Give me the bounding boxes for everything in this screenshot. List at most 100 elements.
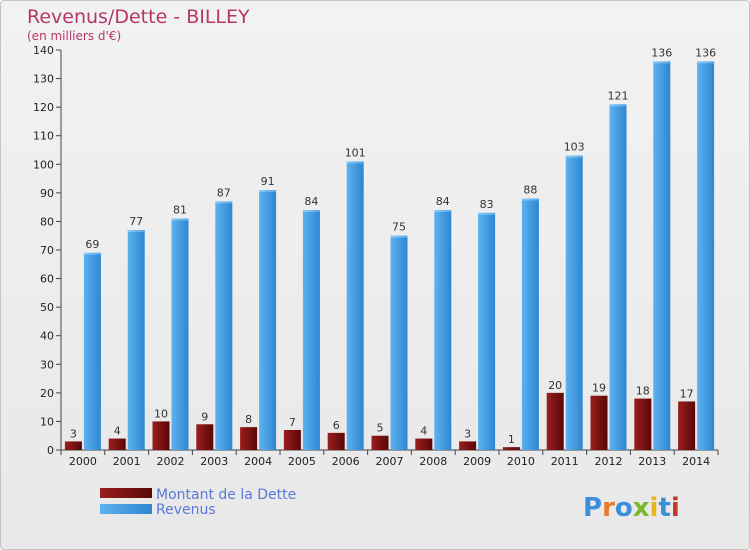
bar-revenus-cap — [653, 61, 671, 64]
data-label-revenus: 84 — [304, 195, 318, 208]
data-label-debt: 4 — [114, 425, 121, 438]
logo-text: Proxiti — [583, 493, 680, 523]
proxiti-logo: Proxiti — [583, 493, 680, 523]
y-axis: 0 10 20 30 40 50 60 70 80 90 100 110 120 130 140 — [33, 44, 62, 457]
bar-revenus — [171, 218, 189, 450]
legend-swatch-revenus — [100, 504, 152, 514]
data-label-revenus: 91 — [261, 175, 275, 188]
data-label-revenus: 69 — [85, 238, 99, 251]
y-tick-label: 140 — [33, 44, 54, 57]
data-label-debt: 10 — [154, 407, 168, 420]
bar-revenus-cap — [609, 104, 627, 107]
data-label-revenus: 77 — [129, 215, 143, 228]
x-tick-label: 2011 — [551, 455, 579, 468]
bar-revenus-cap — [478, 212, 496, 215]
bar-revenus — [565, 155, 583, 450]
bar-revenus-cap — [127, 230, 145, 232]
data-label-debt: 9 — [201, 410, 208, 423]
bar-revenus — [521, 198, 539, 450]
data-label-revenus: 136 — [695, 46, 716, 59]
data-label-debt: 7 — [289, 416, 296, 429]
bar-revenus-cap — [434, 210, 452, 212]
y-tick-label: 100 — [33, 158, 54, 171]
bar-debt — [240, 427, 258, 450]
bar-debt — [371, 435, 389, 450]
bar-revenus-cap — [346, 161, 364, 164]
bar-debt — [327, 432, 345, 450]
y-tick-label: 70 — [40, 244, 54, 257]
x-tick-label: 2012 — [595, 455, 623, 468]
x-tick-label: 2005 — [288, 455, 316, 468]
bar-revenus — [390, 235, 408, 450]
y-tick-label: 80 — [40, 215, 54, 228]
bar-debt — [590, 395, 608, 450]
bar-debt — [283, 430, 301, 450]
bar-revenus-cap — [697, 61, 715, 64]
data-label-revenus: 136 — [651, 46, 672, 59]
data-label-revenus: 83 — [480, 198, 494, 211]
data-labels: 3 69 4 77 10 81 9 87 8 91 7 84 6 101 5 75 4 84 3 83 1 88 20 103… — [70, 46, 716, 446]
bar-revenus — [346, 161, 364, 450]
data-label-revenus: 75 — [392, 221, 406, 234]
x-tick-label: 2014 — [682, 455, 710, 468]
bar-revenus-cap — [302, 210, 320, 212]
bar-revenus — [697, 61, 715, 451]
x-tick-label: 2004 — [244, 455, 272, 468]
data-label-revenus: 88 — [523, 184, 537, 197]
bar-revenus — [127, 230, 145, 450]
x-tick-label: 2008 — [419, 455, 447, 468]
y-tick-label: 120 — [33, 101, 54, 114]
bar-debt — [152, 421, 170, 450]
legend: Montant de la Dette Revenus — [100, 487, 296, 518]
x-tick-label: 2001 — [113, 455, 141, 468]
data-label-debt: 17 — [680, 387, 694, 400]
bar-revenus-cap — [565, 155, 583, 158]
y-tick-label: 60 — [40, 273, 54, 286]
data-label-revenus: 81 — [173, 204, 187, 217]
bar-revenus — [609, 104, 627, 451]
bar-revenus-cap — [215, 201, 233, 204]
data-label-debt: 19 — [592, 382, 606, 395]
x-tick-label: 2006 — [332, 455, 360, 468]
bar-debt — [502, 447, 520, 450]
data-label-revenus: 101 — [345, 146, 366, 159]
legend-swatch-debt — [100, 488, 152, 498]
bar-revenus-cap — [390, 235, 408, 238]
x-axis: 2000 2001 2002 2003 2004 2005 2006 2007 2008 2009… — [60, 449, 719, 468]
bar-debt — [196, 424, 214, 450]
data-label-debt: 18 — [636, 385, 650, 398]
legend-item-debt: Montant de la Dette — [100, 487, 296, 503]
y-tick-label: 130 — [33, 73, 54, 86]
x-tick-label: 2007 — [376, 455, 404, 468]
bar-revenus-cap — [171, 218, 189, 221]
y-tick-label: 110 — [33, 130, 54, 143]
bar-revenus — [215, 201, 233, 450]
data-label-debt: 1 — [508, 433, 515, 446]
y-tick-label: 30 — [40, 358, 54, 371]
data-label-debt: 4 — [420, 425, 427, 438]
bar-debt — [415, 438, 433, 450]
y-tick-label: 0 — [47, 444, 54, 457]
bar-debt — [678, 401, 696, 450]
x-tick-label: 2013 — [638, 455, 666, 468]
bar-debt — [634, 398, 652, 450]
data-label-debt: 8 — [245, 413, 252, 426]
x-tick-label: 2003 — [200, 455, 228, 468]
data-label-debt: 20 — [548, 379, 562, 392]
bar-revenus-cap — [259, 190, 277, 192]
chart-subtitle: (en milliers d'€) — [27, 29, 121, 43]
bar-revenus — [302, 210, 320, 450]
legend-label-revenus: Revenus — [156, 502, 216, 518]
y-tick-label: 40 — [40, 330, 54, 343]
bar-revenus — [653, 61, 671, 451]
data-label-revenus: 103 — [564, 141, 585, 154]
data-label-revenus: 121 — [608, 89, 629, 102]
bar-debt — [108, 438, 126, 450]
bar-revenus-cap — [83, 252, 101, 255]
y-tick-label: 90 — [40, 187, 54, 200]
bar-debt — [459, 441, 477, 450]
x-tick-label: 2010 — [507, 455, 535, 468]
data-label-revenus: 84 — [436, 195, 450, 208]
legend-label-debt: Montant de la Dette — [156, 487, 296, 503]
